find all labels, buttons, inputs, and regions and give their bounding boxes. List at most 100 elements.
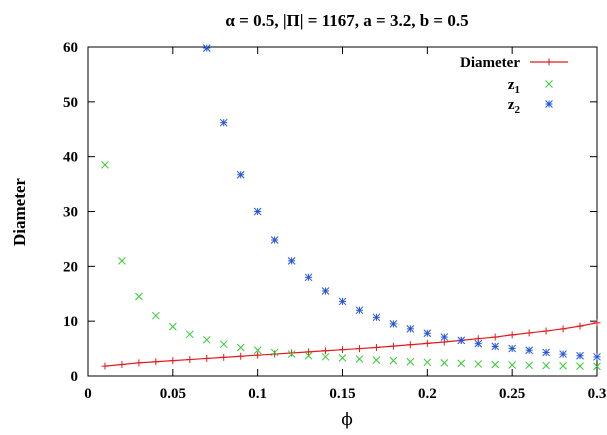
y-tick-label: 30	[63, 205, 78, 221]
data-point	[287, 350, 296, 358]
data-point	[542, 348, 550, 357]
legend-label-main: Diameter	[460, 55, 520, 71]
data-point	[338, 354, 347, 362]
data-point	[321, 352, 330, 361]
data-point	[186, 356, 194, 364]
data-point	[508, 344, 517, 353]
data-point	[236, 170, 245, 179]
series-z1	[101, 161, 601, 371]
data-point	[236, 343, 245, 352]
data-point	[338, 297, 347, 306]
series-Diameter	[101, 319, 601, 370]
data-point	[440, 358, 449, 367]
data-point	[203, 354, 211, 362]
series-layer	[101, 44, 601, 371]
data-point	[525, 346, 533, 355]
data-point	[457, 359, 466, 368]
legend-marker	[545, 58, 553, 66]
data-point	[202, 44, 211, 52]
data-point	[440, 333, 449, 341]
x-tick-label: 0.25	[499, 386, 525, 402]
data-point	[576, 351, 584, 360]
data-point	[355, 345, 363, 353]
data-point	[406, 324, 415, 333]
x-tick-label: 0.05	[160, 386, 186, 402]
data-point	[372, 343, 380, 351]
data-point	[355, 355, 364, 363]
data-point	[270, 236, 279, 244]
legend-marker	[545, 80, 553, 88]
data-point	[135, 359, 143, 367]
data-point	[219, 340, 228, 349]
x-tick-label: 0.3	[588, 386, 607, 402]
data-point	[253, 207, 262, 216]
data-point	[457, 336, 466, 345]
x-tick-label: 0.2	[418, 386, 437, 402]
data-point	[474, 339, 483, 348]
data-point	[355, 306, 364, 315]
y-tick-label: 0	[71, 369, 79, 385]
legend-label-sub: 2	[515, 104, 521, 116]
data-point	[185, 330, 194, 339]
data-point	[559, 325, 567, 333]
y-tick-label: 40	[63, 150, 78, 166]
data-point	[322, 347, 330, 355]
data-point	[372, 356, 381, 364]
y-tick-label: 60	[63, 40, 78, 56]
data-point	[288, 349, 296, 357]
data-point	[152, 311, 160, 320]
x-axis-title: ϕ	[341, 410, 353, 430]
legend-label: z1	[508, 77, 520, 96]
data-point	[423, 358, 432, 367]
data-point	[118, 360, 126, 368]
legend-label: Diameter	[460, 55, 520, 71]
data-point	[559, 362, 567, 370]
data-point	[423, 329, 432, 338]
y-tick-label: 50	[63, 95, 78, 111]
data-point	[169, 357, 177, 365]
data-point	[542, 327, 550, 335]
data-point	[237, 352, 245, 360]
data-point	[406, 341, 414, 349]
data-point	[287, 256, 296, 265]
data-point	[508, 361, 517, 369]
data-point	[406, 357, 415, 366]
legend-label: z2	[508, 97, 521, 116]
series-z2	[202, 44, 601, 361]
data-point	[491, 342, 500, 351]
axis-ticks: 0 0.05 0.1 0.15 0.2 0.25 0.3 0 10 20 30 40 50 60	[63, 40, 606, 402]
x-tick-label: 0.1	[248, 386, 267, 402]
data-point	[593, 319, 601, 327]
data-point	[304, 351, 313, 360]
data-point	[542, 361, 550, 370]
data-point	[491, 333, 499, 341]
data-point	[271, 350, 279, 358]
data-point	[339, 346, 346, 354]
data-point	[559, 350, 567, 358]
legend-label-main: z	[508, 77, 515, 93]
data-point	[508, 331, 516, 339]
legend-label-main: z	[508, 97, 515, 113]
data-point	[389, 342, 397, 350]
data-point	[525, 361, 533, 370]
data-point	[304, 273, 313, 282]
data-point	[593, 352, 601, 361]
data-point	[101, 362, 109, 370]
data-point	[491, 360, 500, 369]
data-point	[219, 118, 228, 127]
data-point	[593, 362, 601, 371]
data-point	[305, 348, 313, 356]
data-point	[525, 329, 533, 337]
data-point	[254, 351, 262, 359]
chart-title: α = 0.5, |Π| = 1167, a = 3.2, b = 0.5	[225, 11, 468, 30]
data-point	[253, 346, 262, 355]
data-point	[270, 348, 279, 357]
data-point	[168, 322, 177, 331]
data-point	[423, 339, 431, 347]
legend-marker	[545, 100, 553, 108]
data-point	[576, 362, 584, 370]
data-point	[389, 320, 398, 328]
data-point	[118, 256, 126, 265]
x-tick-label: 0	[84, 386, 92, 402]
